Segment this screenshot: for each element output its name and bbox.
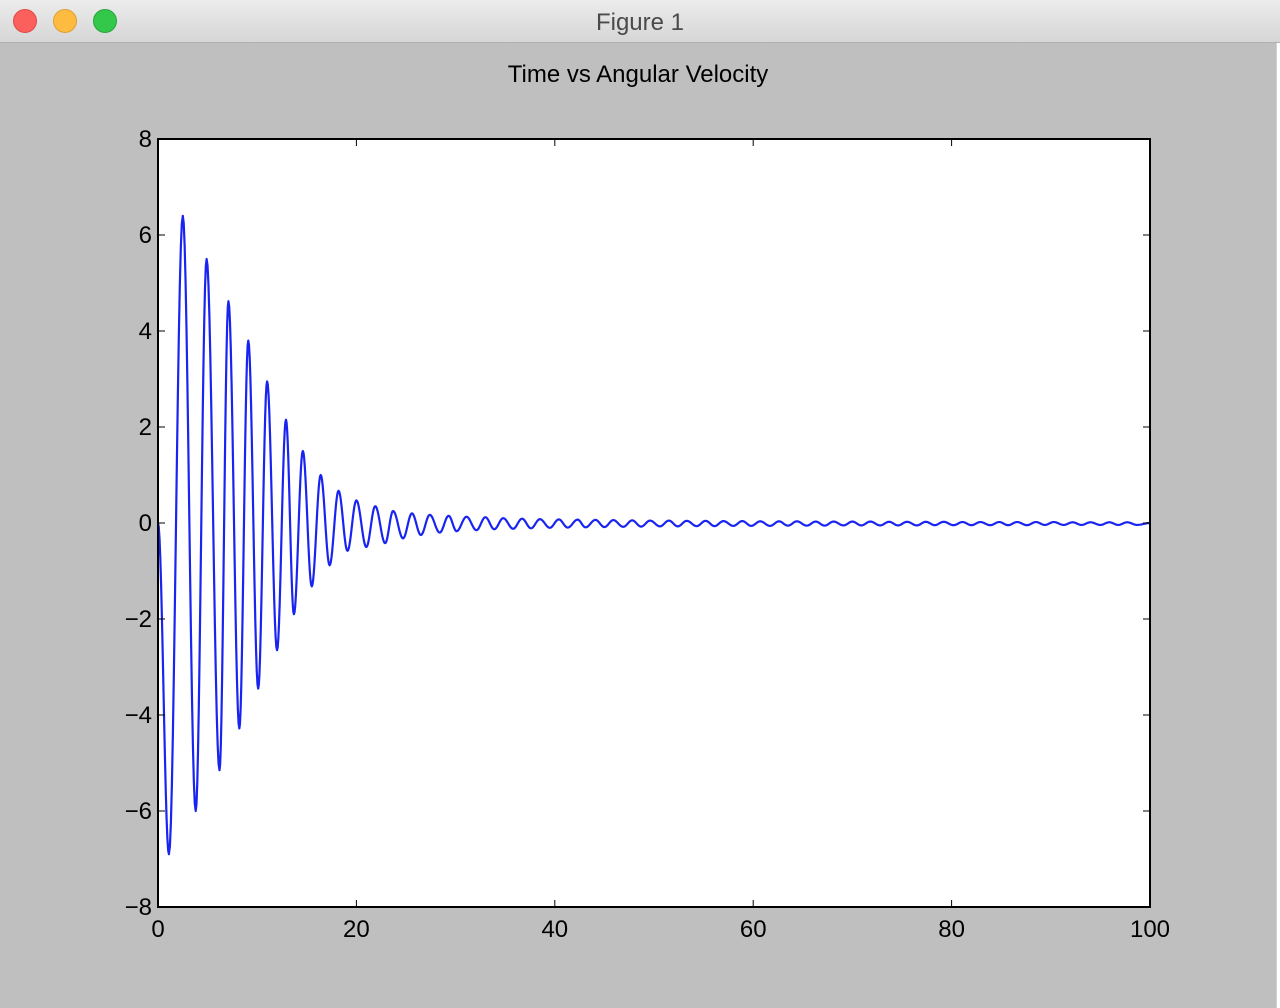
series-line-0: [158, 214, 1150, 856]
x-tick-label: 80: [938, 916, 965, 943]
y-tick-label: 0: [139, 510, 152, 537]
y-tick-label: 8: [139, 126, 152, 153]
y-tick-label: 2: [139, 414, 152, 441]
title-bar[interactable]: Figure 1: [0, 0, 1280, 43]
minimize-window-button[interactable]: [53, 9, 77, 33]
window-edge-strip: [1277, 43, 1280, 1008]
y-tick-label: −6: [125, 798, 152, 825]
axes-frame: [157, 138, 1151, 908]
figure-canvas: Time vs Angular Velocity 0 20 40 60 80 100864…: [125, 61, 1170, 943]
x-tick-label: 40: [541, 916, 568, 943]
x-tick-label: 20: [343, 916, 370, 943]
y-tick-label: −4: [125, 702, 152, 729]
window-edge: [1276, 43, 1277, 1008]
zoom-window-button[interactable]: [93, 9, 117, 33]
y-tick-label: 6: [139, 222, 152, 249]
y-tick-label: −2: [125, 606, 152, 633]
chart-title: Time vs Angular Velocity: [508, 61, 769, 88]
x-tick-label: 0: [151, 916, 164, 943]
x-tick-label: 60: [740, 916, 767, 943]
close-window-button[interactable]: [13, 9, 37, 33]
y-tick-label: −8: [125, 894, 152, 921]
window-title: Figure 1: [595, 9, 685, 36]
x-tick-label: 100: [1130, 916, 1170, 943]
y-tick-label: 4: [139, 318, 152, 345]
